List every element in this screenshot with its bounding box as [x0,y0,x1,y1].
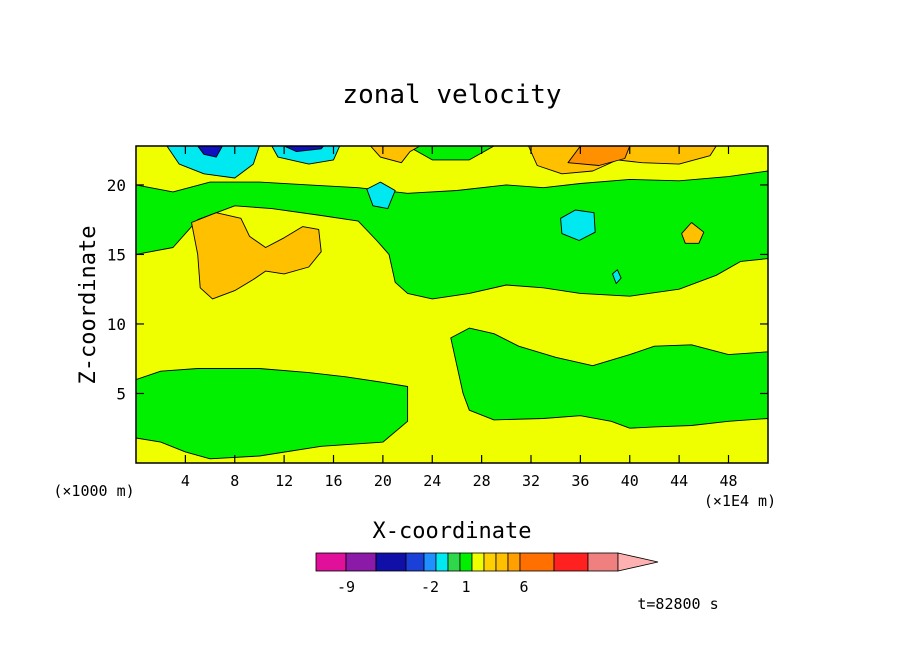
y-tick-label: 10 [107,315,126,334]
contour-region-2 [191,212,322,300]
plot-frame [135,145,769,464]
contour-region-8 [271,146,341,165]
x-tick-label: 28 [473,472,491,490]
colorbar-swatch [423,552,437,572]
colorbar-swatch [315,552,347,572]
y-axis-label: Z-coordinate [76,226,101,385]
colorbar-swatch [553,552,589,572]
colorbar-swatch [519,552,555,572]
y-tick-label: 15 [107,245,126,264]
x-tick-label: 4 [181,472,190,490]
x-axis-ticks: 4 8 12 16 20 24 28 32 36 40 44 48 [181,146,738,490]
x-unit-label: (×1E4 m) [704,492,776,510]
colorbar-swatch [483,552,497,572]
x-tick-label: 44 [670,472,688,490]
x-tick-label: 48 [719,472,737,490]
colorbar-tick-label: 6 [519,578,528,596]
plot-area [136,146,768,463]
contour-region-12 [560,209,596,241]
contour-region-6 [681,222,705,244]
y-tick-label: 5 [116,384,126,403]
x-tick-label: 24 [423,472,441,490]
contour-region-10 [283,146,325,153]
y-axis-ticks: 5 10 15 20 [107,176,768,403]
colorbar-tick-label: -9 [337,578,355,596]
colorbar-swatch [471,552,485,572]
colorbar-swatch [507,552,521,572]
contour-region-13 [612,269,622,285]
x-axis-label: X-coordinate [373,519,532,544]
x-tick-label: 40 [621,472,639,490]
time-label: t=82800 s [637,595,718,613]
contour-region-11 [366,181,396,210]
contour-region-7 [166,146,260,179]
x-tick-label: 8 [230,472,239,490]
colorbar-tick-label: -2 [421,578,439,596]
colorbar-swatch [587,552,619,572]
colorbar-swatch [405,552,425,572]
contour-region-9 [197,146,223,158]
x-tick-label: 32 [522,472,540,490]
colorbar-swatch [435,552,449,572]
colorbar-tick-label: 1 [461,578,470,596]
colorbar-swatch [345,552,377,572]
colorbar-swatch [447,552,461,572]
x-tick-label: 16 [324,472,342,490]
x-tick-label: 20 [374,472,392,490]
colorbar-swatch [375,552,407,572]
colorbar-swatch [495,552,509,572]
colorbar-swatch [459,552,473,572]
chart-title: zonal velocity [342,80,561,110]
contour-region-5 [567,146,631,166]
colorbar: -9 -2 1 6 [315,552,659,596]
x-tick-label: 36 [571,472,589,490]
y-tick-label: 20 [107,176,126,195]
colorbar-arrow [617,552,659,572]
y-unit-label: (×1000 m) [53,482,134,500]
x-tick-label: 12 [275,472,293,490]
